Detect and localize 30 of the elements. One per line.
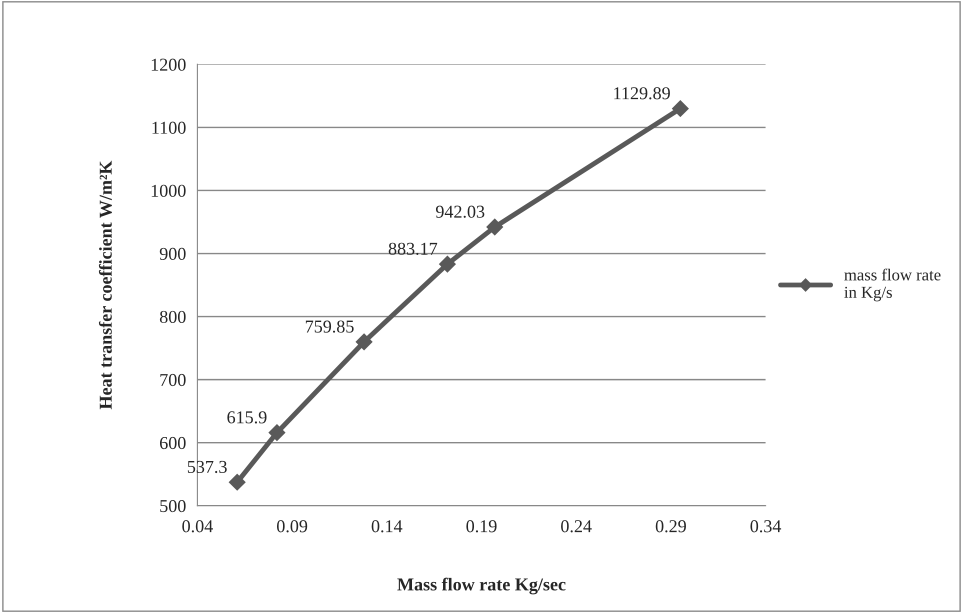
- point: [356, 334, 372, 350]
- point: [672, 100, 689, 117]
- x-axis-title: Mass flow rate Kg/sec: [397, 578, 566, 594]
- point: [268, 424, 286, 442]
- point: [486, 218, 504, 236]
- data-label: 1129.89: [614, 87, 670, 100]
- x-tick-label: 0.14: [372, 520, 402, 532]
- y-tick-label: 500: [160, 500, 186, 512]
- point: [228, 474, 246, 491]
- data-label: 615.9: [227, 411, 266, 424]
- y-tick-label: 1200: [152, 58, 186, 71]
- x-tick-label: 0.09: [277, 520, 308, 532]
- y-tick-label: 700: [160, 374, 186, 386]
- x-tick-label: 0.24: [561, 520, 592, 532]
- y-tick-label: 600: [160, 436, 186, 450]
- data-label: 759.85: [306, 320, 354, 333]
- data-label: 537.3: [188, 460, 227, 474]
- point: [439, 256, 456, 273]
- y-tick-label: 1100: [152, 122, 186, 134]
- legend-label: mass flow rate in Kg/s: [844, 268, 941, 302]
- y-axis-title: Heat transfer coefficient W/m²K: [98, 160, 112, 410]
- data-label: 942.03: [436, 206, 484, 218]
- data-label: 883.17: [388, 242, 438, 255]
- x-tick-label: 0.34: [750, 520, 782, 532]
- x-tick-label: 0.04: [182, 520, 213, 532]
- y-tick-label: 900: [160, 248, 186, 260]
- x-tick-label: 0.19: [466, 520, 497, 532]
- y-tick-label: 800: [160, 310, 186, 324]
- y-tick-label: 1000: [152, 184, 186, 197]
- x-tick-label: 0.29: [656, 520, 686, 532]
